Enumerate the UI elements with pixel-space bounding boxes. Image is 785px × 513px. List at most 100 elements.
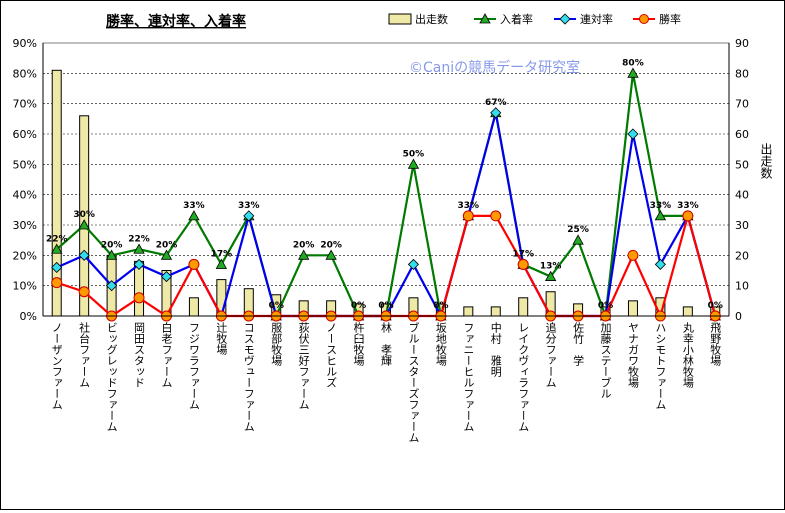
point-marker: [51, 243, 63, 254]
x-tick-label: ヤナガワ牧場: [626, 322, 639, 389]
data-label: 20%: [293, 240, 315, 250]
data-label: 17%: [211, 249, 233, 259]
legend-label: 出走数: [415, 12, 448, 26]
data-label: 22%: [128, 234, 150, 244]
x-tick-label: 荻伏三好ファーム: [297, 322, 310, 410]
y-tick-label-left: 90%: [13, 37, 37, 50]
legend-marker: [639, 14, 649, 24]
y-tick-label-left: 70%: [13, 98, 37, 111]
point-marker: [133, 258, 145, 270]
x-tick-label: 林 孝輝: [380, 321, 393, 367]
y-tick-label-right: 80: [735, 67, 749, 80]
point-marker: [407, 158, 420, 169]
y-tick-label-right: 10: [735, 280, 749, 293]
data-label: 17%: [512, 249, 534, 259]
point-marker: [490, 107, 502, 119]
legend-marker: [559, 13, 571, 25]
data-label: 50%: [403, 149, 425, 159]
y-tick-label-left: 10%: [13, 280, 37, 293]
data-label: 33%: [183, 201, 205, 211]
x-tick-label: 岡田スタッド: [133, 322, 146, 388]
x-tick-label: ビッグレッドファーム: [105, 322, 118, 432]
point-marker: [160, 271, 173, 283]
watermark-text: ©Caniの競馬データ研究室: [409, 59, 580, 76]
x-tick-label: 佐竹 学: [572, 321, 585, 366]
x-tick-label: 中村 雅明: [489, 322, 502, 378]
x-tick-label: 白老ファーム: [160, 321, 173, 388]
point-marker: [544, 270, 557, 281]
data-label: 30%: [73, 210, 95, 220]
x-tick-label: 社台ファーム: [78, 321, 91, 388]
data-label: 20%: [320, 240, 342, 250]
point-marker: [462, 210, 474, 222]
data-label: 0%: [269, 301, 284, 311]
bar: [682, 306, 693, 317]
legend-label: 連対率: [580, 12, 613, 26]
y-tick-label-right: 40: [735, 189, 749, 202]
data-label: 33%: [238, 201, 260, 211]
point-marker: [51, 277, 63, 289]
x-tick-label: ノースヒルズ: [325, 322, 338, 388]
point-marker: [78, 286, 90, 298]
y-tick-label-left: 60%: [13, 128, 37, 141]
x-tick-label: 辻牧場: [215, 321, 228, 356]
y-tick-label-right: 0: [735, 310, 742, 323]
point-marker: [133, 243, 145, 254]
point-marker: [682, 210, 694, 222]
plot-area: [42, 42, 730, 317]
point-marker: [654, 258, 666, 270]
point-marker: [78, 249, 90, 261]
x-tick-label: ブルースターズファーム: [407, 321, 420, 443]
data-label: 33%: [458, 201, 480, 211]
point-marker: [654, 210, 667, 221]
bar: [518, 297, 529, 317]
x-tick-label: 丸幸小林牧場: [681, 322, 694, 389]
point-marker: [407, 258, 420, 270]
point-marker: [572, 234, 584, 245]
data-label: 0%: [708, 301, 723, 311]
data-label: 0%: [378, 301, 393, 311]
x-tick-label: 加藤ステーブル: [599, 322, 612, 399]
y-axis-label-right: 出走数: [759, 143, 773, 180]
y-tick-label-left: 40%: [13, 189, 37, 202]
legend-swatch: [388, 13, 412, 25]
y-tick-label-left: 0%: [20, 310, 37, 323]
x-tick-label: 服部牧場: [270, 322, 283, 367]
point-marker: [106, 280, 118, 292]
chart-title: 勝率、連対率、入着率: [106, 13, 246, 30]
data-label: 33%: [650, 201, 672, 211]
bar: [188, 297, 199, 317]
data-label: 0%: [598, 301, 613, 311]
point-marker: [517, 258, 529, 270]
point-marker: [51, 261, 63, 274]
point-marker: [188, 258, 200, 270]
x-tick-label: フジワラファーム: [187, 322, 200, 410]
data-label: 20%: [101, 240, 123, 250]
y-tick-label-left: 80%: [13, 67, 37, 80]
data-label: 0%: [433, 301, 448, 311]
point-marker: [325, 249, 337, 260]
data-label: 13%: [540, 262, 562, 272]
point-marker: [160, 249, 173, 260]
y-tick-label-right: 70: [735, 98, 749, 111]
x-tick-label: 飛野牧場: [709, 322, 722, 367]
y-tick-label-left: 20%: [13, 249, 37, 262]
y-tick-label-left: 30%: [13, 219, 37, 232]
x-tick-label: 坂地牧場: [434, 322, 447, 367]
point-marker: [78, 219, 90, 230]
data-label: 67%: [485, 98, 507, 108]
point-marker: [627, 249, 639, 261]
point-marker: [627, 67, 639, 78]
y-tick-label-right: 20: [735, 249, 749, 262]
x-tick-label: 杵臼牧場: [352, 321, 365, 367]
bar: [463, 306, 474, 317]
y-tick-label-right: 50: [735, 158, 749, 171]
data-label: 25%: [567, 225, 589, 235]
data-label: 0%: [351, 301, 366, 311]
point-marker: [627, 128, 639, 140]
x-tick-label: ノーザンファーム: [50, 322, 63, 410]
legend: 出走数 入着率 連対率 勝率: [388, 12, 681, 26]
point-marker: [490, 210, 502, 222]
